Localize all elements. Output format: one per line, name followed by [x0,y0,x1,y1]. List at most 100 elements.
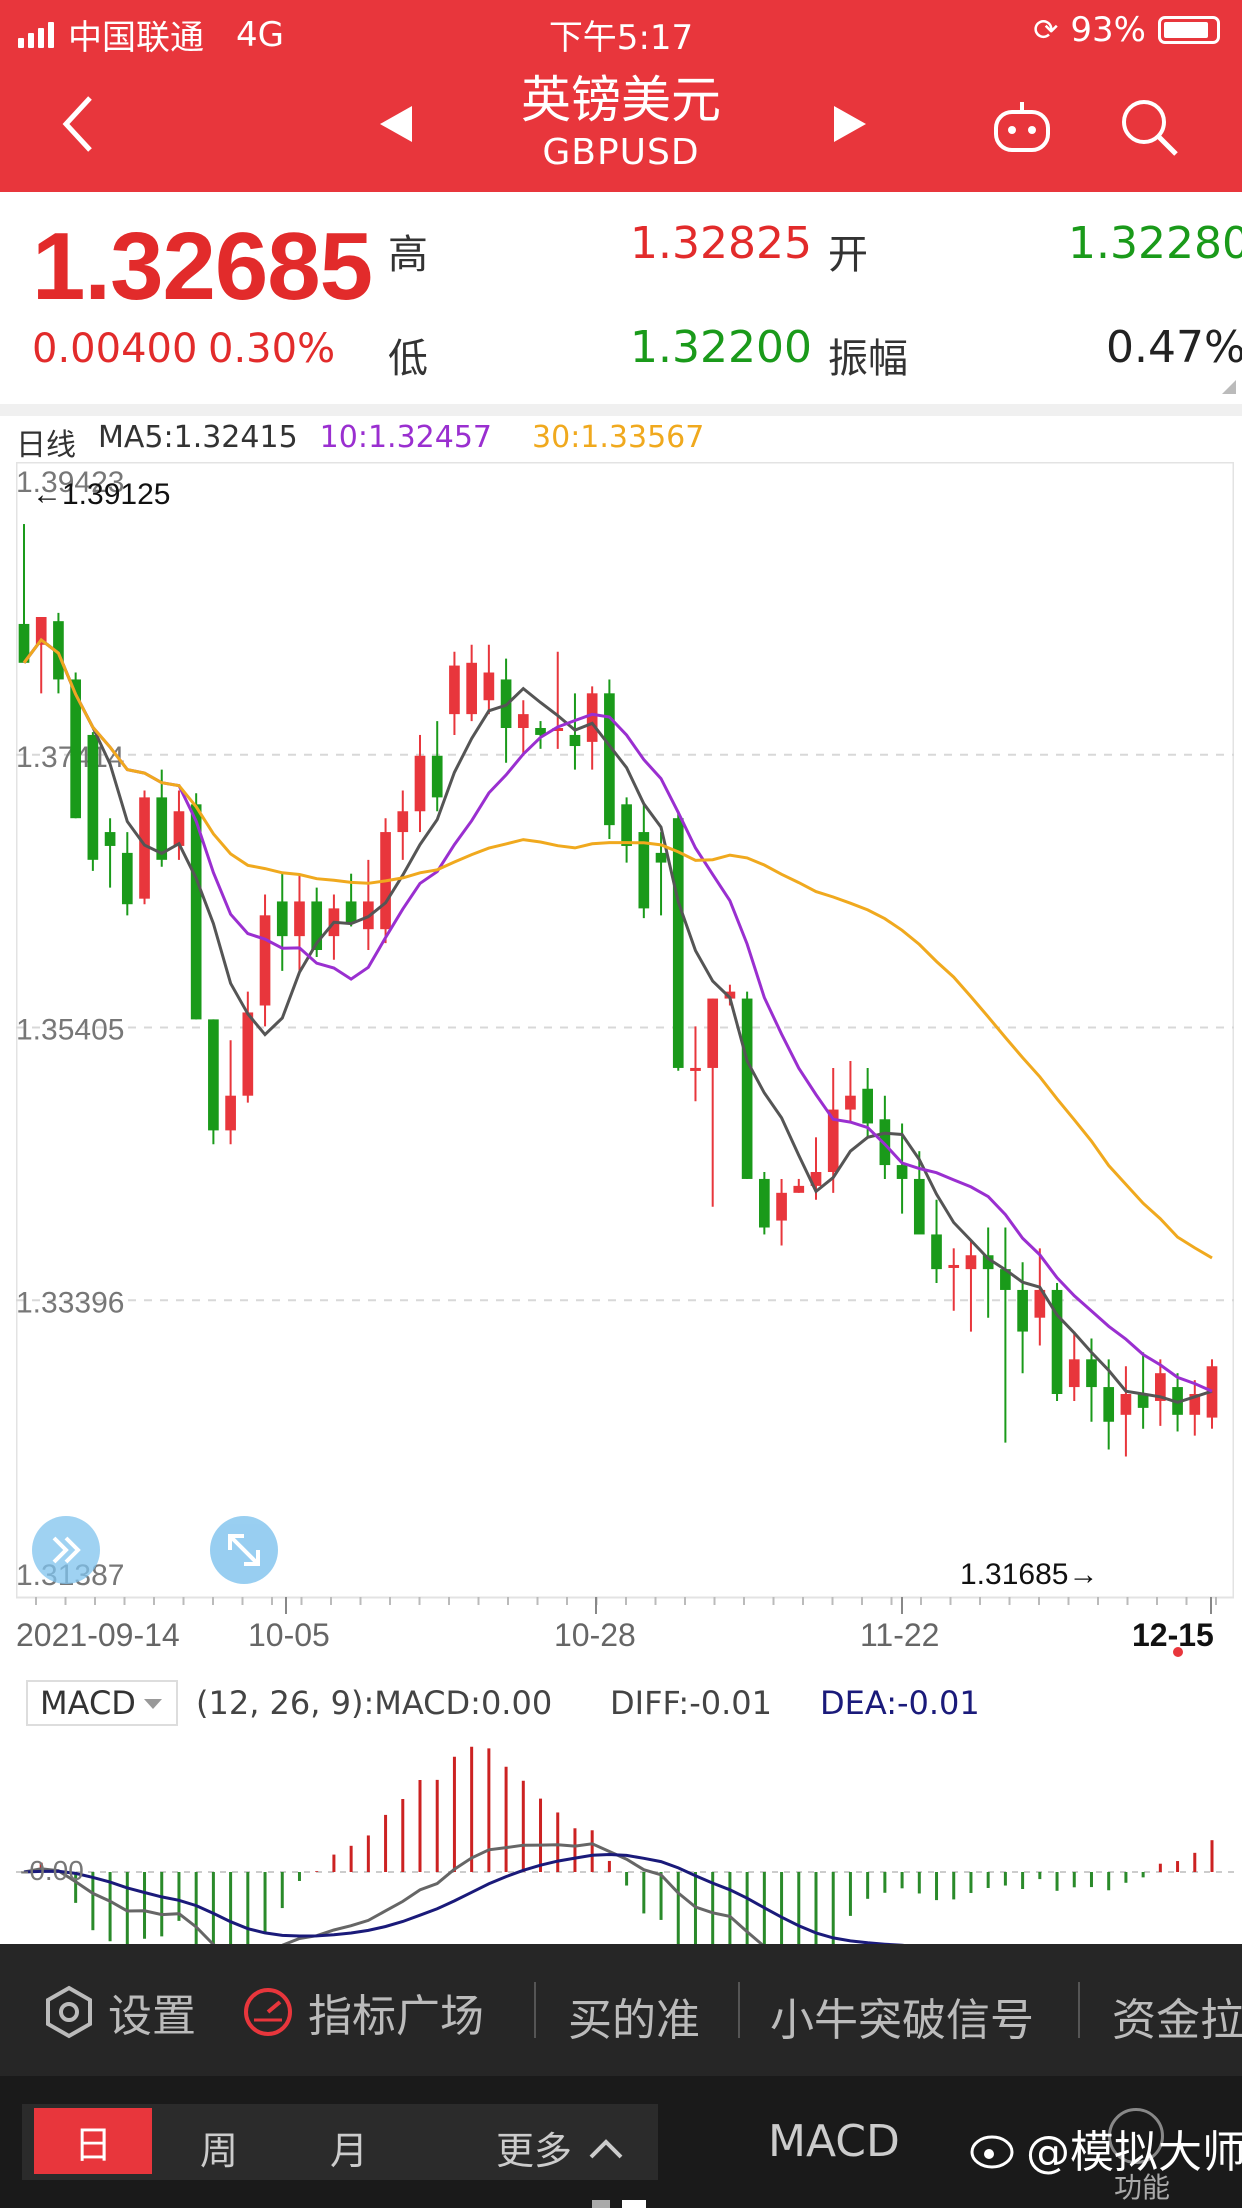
y-tick-label: 1.33396 [16,1286,124,1319]
macd-dea: DEA:-0.01 [820,1684,980,1722]
indicator-select[interactable]: MACD [768,2116,900,2167]
candle-body [931,1234,942,1270]
triangle-left-icon [380,106,412,142]
candle-body [70,679,81,819]
candle-body [586,693,598,742]
candle-body [259,915,271,1006]
macd-params: (12, 26, 9):MACD:0.00 [196,1684,553,1722]
candle-body [173,811,185,846]
gear-icon [46,1985,92,2039]
candle-body [672,818,684,1068]
candle-body [793,1185,805,1193]
candle-body [690,1067,701,1071]
open-label: 开 [828,232,868,278]
candle-body [345,901,357,923]
instrument-code: GBPUSD [542,132,700,173]
last-price: 1.32685 [32,213,373,320]
candle-body [810,1172,822,1186]
indicator-nav: 设置 指标广场 买的准 小牛突破信号 资金拉 [0,1944,1242,2076]
candle-body [862,1088,873,1124]
watermark-text: @模拟大师 [1026,2127,1242,2178]
carrier: 中国联通 [68,18,204,58]
network: 4G [236,14,284,55]
chart-side-toggle-button[interactable] [32,1516,100,1584]
candle-body [1017,1289,1028,1332]
candle-body [517,714,529,729]
candle-body [1086,1359,1097,1388]
candle-body [225,1095,236,1131]
prev-instrument-button[interactable] [378,104,414,148]
candle-body [913,1178,925,1235]
candle-body [724,991,736,999]
low-label: 低 [388,336,428,382]
x-tick-label: 10-28 [554,1617,636,1653]
double-chevron-icon [52,1536,81,1564]
period-label: 日线 [16,428,76,463]
divider [0,404,1242,416]
settings-label: 设置 [108,1991,196,2042]
ma10-line [22,637,1213,1393]
buy-accurate-tab[interactable]: 买的准 [568,1995,700,2046]
candle-body [1137,1394,1149,1408]
indicator-square-label: 指标广场 [308,1991,484,2042]
candle-body [948,1264,960,1268]
tab-month[interactable]: 月 [330,2129,369,2173]
fullscreen-button[interactable] [210,1516,278,1584]
candle-body [397,811,409,833]
settings-tab[interactable]: 设置 [44,1980,196,2044]
robot-icon [994,102,1050,152]
gauge-icon [244,1988,292,2036]
candle-body [965,1255,977,1270]
candle-body [431,755,443,798]
battery-icon [1158,16,1220,44]
expand-corner-icon[interactable] [1222,380,1236,394]
capital-tab[interactable]: 资金拉 [1112,1995,1242,2046]
price-change: 0.00400 [32,326,198,372]
candle-body [1068,1359,1080,1388]
candle-body [104,832,116,846]
candle-body [1051,1289,1063,1395]
candlestick-chart[interactable]: 1.394231.374141.354051.333961.31387←1.39… [16,462,1234,1662]
candle-body [896,1165,908,1179]
candle-body [759,1178,770,1228]
macd-zero-label: -0.00 [20,1855,84,1886]
candle-body [1120,1394,1132,1415]
back-icon [62,96,92,152]
candle-body [35,617,47,645]
high-label: 高 [388,232,428,278]
tab-day[interactable]: 日 [34,2108,152,2174]
min-price-note: 1.31685→ [960,1558,1098,1591]
macd-chart: -0.00 [16,1746,1234,1944]
candle-body [655,852,667,863]
candle-body [208,1019,219,1131]
candle-body [1155,1373,1166,1401]
battery-percent: 93% [1070,10,1146,50]
next-instrument-button[interactable] [832,104,868,148]
x-tick-label: 12-15 [1132,1617,1214,1653]
price-change-pct: 0.30% [208,326,336,372]
signal-icon [18,21,54,48]
candle-body [604,693,615,826]
candle-body [87,734,99,860]
candle-body [845,1095,856,1110]
robot-button[interactable] [990,98,1054,158]
expand-arrows-icon [228,1534,260,1566]
candle-body [190,804,202,1020]
function-icon[interactable] [1108,2108,1164,2164]
breakout-tab[interactable]: 小牛突破信号 [770,1995,1034,2046]
candle-body [827,1109,839,1173]
triangle-right-icon [834,106,866,142]
indicator-square-tab[interactable]: 指标广场 [242,1980,484,2044]
macd-selector[interactable]: MACD [26,1680,178,1726]
back-button[interactable] [60,92,96,160]
tab-week[interactable]: 周 [200,2129,239,2173]
search-button[interactable] [1118,96,1180,162]
candle-body [294,901,305,937]
candle-body [18,623,30,663]
candle-body [242,1012,254,1096]
divider [534,1982,536,2038]
macd-selector-label: MACD [40,1684,136,1722]
tab-more[interactable]: 更多 [496,2120,624,2175]
candle-body [311,901,323,951]
y-tick-label: 1.39423 [16,466,124,499]
